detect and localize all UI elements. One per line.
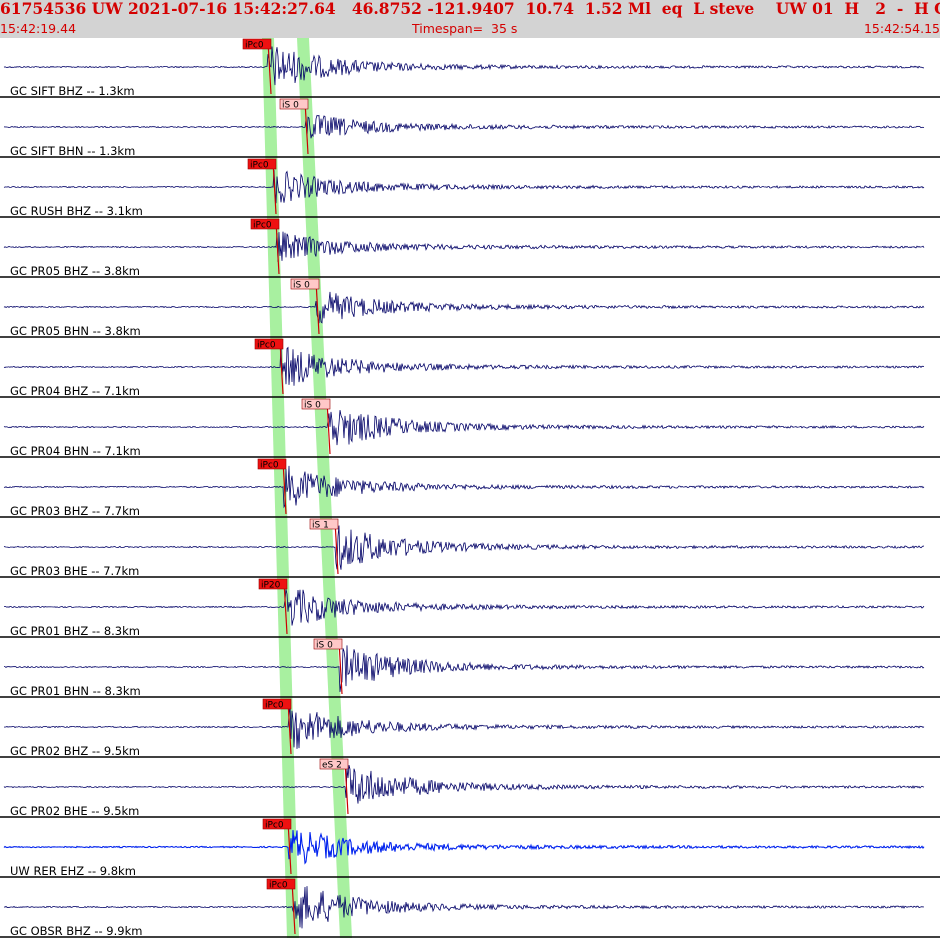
waveform bbox=[3, 765, 925, 804]
event-header: 61754536 UW 2021-07-16 15:42:27.64 46.87… bbox=[0, 0, 940, 38]
pick-label-box[interactable] bbox=[313, 638, 343, 650]
trace-row[interactable]: iPc0 GC PR04 BHZ -- 7.1km bbox=[0, 338, 940, 398]
pick-label: iPc0 bbox=[250, 161, 269, 171]
pick-marker-line bbox=[315, 280, 320, 335]
pick-label-box[interactable] bbox=[254, 338, 284, 350]
trace-row[interactable]: iS 0 GC PR01 BHN -- 8.3km bbox=[0, 638, 940, 698]
pick-marker-line bbox=[279, 340, 284, 395]
pick-label: iPc0 bbox=[257, 341, 276, 351]
waveform bbox=[3, 525, 925, 570]
trace-row[interactable]: iS 0 GC SIFT BHN -- 1.3km bbox=[0, 98, 940, 158]
pick-label: iS 0 bbox=[282, 101, 299, 111]
pick-label-box[interactable] bbox=[279, 98, 309, 110]
pick-marker-line bbox=[287, 700, 292, 755]
timespan-label: Timespan= 35 s bbox=[412, 21, 518, 36]
trace-label: GC PR05 BHN -- 3.8km bbox=[10, 324, 141, 338]
s-pick-band bbox=[297, 38, 352, 938]
pick-label-box[interactable] bbox=[319, 758, 349, 770]
pick-marker-line bbox=[344, 760, 349, 815]
waveform bbox=[3, 645, 925, 693]
trace-label: GC PR05 BHZ -- 3.8km bbox=[10, 264, 140, 278]
pick-label-box[interactable] bbox=[290, 278, 320, 290]
trace-label: GC RUSH BHZ -- 3.1km bbox=[10, 204, 143, 218]
pick-label: iS 1 bbox=[312, 521, 329, 531]
trace-label: GC PR03 BHZ -- 7.7km bbox=[10, 504, 140, 518]
trace-row[interactable]: eS 2 GC PR02 BHE -- 9.5km bbox=[0, 758, 940, 818]
trace-row[interactable]: iPc0 GC RUSH BHZ -- 3.1km bbox=[0, 158, 940, 218]
pick-label: iPc0 bbox=[265, 701, 284, 711]
waveform bbox=[3, 114, 925, 139]
pick-label: iPc0 bbox=[265, 821, 284, 831]
pick-label: iPc0 bbox=[253, 221, 272, 231]
pick-label: eS 2 bbox=[322, 761, 342, 771]
start-time: 15:42:19.44 bbox=[0, 21, 77, 36]
trace-label: GC PR03 BHE -- 7.7km bbox=[10, 564, 139, 578]
trace-label: GC PR04 BHN -- 7.1km bbox=[10, 444, 141, 458]
pick-marker-line bbox=[326, 400, 331, 455]
trace-row[interactable]: iPc0 GC OBSR BHZ -- 9.9km bbox=[0, 878, 940, 938]
pick-marker-line bbox=[272, 160, 277, 215]
pick-marker-line bbox=[267, 40, 272, 95]
pick-marker-line bbox=[338, 640, 343, 695]
waveform bbox=[4, 589, 925, 626]
trace-label: GC SIFT BHN -- 1.3km bbox=[10, 144, 135, 158]
trace-row[interactable]: iS 0 GC PR05 BHN -- 3.8km bbox=[0, 278, 940, 338]
pick-label: iS 0 bbox=[316, 641, 333, 651]
pick-label: iPc0 bbox=[260, 461, 279, 471]
waveform bbox=[3, 46, 925, 86]
waveform bbox=[3, 231, 925, 262]
trace-label: GC PR02 BHZ -- 9.5km bbox=[10, 744, 140, 758]
trace-row[interactable]: iPc0 GC PR03 BHZ -- 7.7km bbox=[0, 458, 940, 518]
trace-row[interactable]: iP20 GC PR01 BHZ -- 8.3km bbox=[0, 578, 940, 638]
pick-label-box[interactable] bbox=[266, 878, 296, 890]
trace-label: GC PR04 BHZ -- 7.1km bbox=[10, 384, 140, 398]
waveform bbox=[3, 886, 925, 929]
event-summary-line: 61754536 UW 2021-07-16 15:42:27.64 46.87… bbox=[0, 0, 940, 18]
pick-label-box[interactable] bbox=[247, 158, 277, 170]
trace-row[interactable]: iS 1 GC PR03 BHE -- 7.7km bbox=[0, 518, 940, 578]
waveform bbox=[3, 170, 925, 204]
pick-marker-line bbox=[282, 460, 287, 515]
trace-label: UW RER EHZ -- 9.8km bbox=[10, 864, 136, 878]
trace-row[interactable]: iS 0 GC PR04 BHN -- 7.1km bbox=[0, 398, 940, 458]
pick-label-box[interactable] bbox=[262, 698, 292, 710]
pick-marker-line bbox=[275, 220, 280, 275]
trace-row[interactable]: iPc0 GC SIFT BHZ -- 1.3km bbox=[0, 38, 940, 98]
trace-row[interactable]: iPc0 UW RER EHZ -- 9.8km bbox=[0, 818, 940, 878]
pick-label-box[interactable] bbox=[262, 818, 292, 830]
waveform bbox=[3, 344, 925, 386]
p-pick-band bbox=[262, 38, 299, 938]
pick-label: iPc0 bbox=[269, 881, 288, 891]
pick-label-box[interactable] bbox=[258, 578, 288, 590]
trace-label: GC PR01 BHZ -- 8.3km bbox=[10, 624, 140, 638]
pick-marker-line bbox=[304, 100, 309, 155]
waveform bbox=[3, 830, 925, 865]
pick-label-box[interactable] bbox=[250, 218, 280, 230]
pick-label: iP20 bbox=[261, 581, 281, 591]
pick-label-box[interactable] bbox=[257, 458, 287, 470]
waveform bbox=[3, 703, 925, 749]
trace-label: GC SIFT BHZ -- 1.3km bbox=[10, 84, 135, 98]
pick-label-box[interactable] bbox=[301, 398, 331, 410]
pick-label: iS 0 bbox=[304, 401, 321, 411]
pick-label-box[interactable] bbox=[309, 518, 339, 530]
pick-marker-line bbox=[287, 820, 292, 875]
trace-row[interactable]: iPc0 GC PR02 BHZ -- 9.5km bbox=[0, 698, 940, 758]
pick-bands bbox=[262, 38, 352, 938]
trace-label: GC OBSR BHZ -- 9.9km bbox=[10, 924, 142, 938]
pick-label-box[interactable] bbox=[242, 38, 272, 50]
waveform bbox=[3, 465, 925, 509]
waveform bbox=[3, 291, 925, 324]
end-time: 15:42:54.15 bbox=[863, 21, 940, 36]
pick-label: iPc0 bbox=[245, 41, 264, 51]
seismogram-panel[interactable]: iPc0 GC SIFT BHZ -- 1.3km iS 0 GC SIFT BHN … bbox=[0, 38, 940, 938]
trace-label: GC PR01 BHN -- 8.3km bbox=[10, 684, 141, 698]
trace-row[interactable]: iPc0 GC PR05 BHZ -- 3.8km bbox=[0, 218, 940, 278]
pick-marker-line bbox=[283, 580, 288, 635]
pick-marker-line bbox=[291, 880, 296, 935]
pick-label: iS 0 bbox=[293, 281, 310, 291]
waveform bbox=[3, 410, 925, 446]
trace-label: GC PR02 BHE -- 9.5km bbox=[10, 804, 139, 818]
pick-marker-line bbox=[334, 520, 339, 575]
